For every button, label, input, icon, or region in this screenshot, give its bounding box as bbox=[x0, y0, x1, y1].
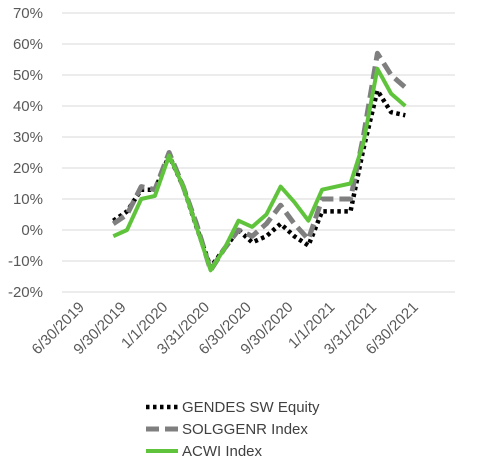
legend: GENDES SW Equity SOLGGENR Index ACWI Index bbox=[146, 399, 320, 460]
y-tick-label: 70% bbox=[13, 5, 43, 22]
legend-item: GENDES SW Equity bbox=[146, 399, 320, 416]
legend-label: ACWI Index bbox=[182, 443, 263, 460]
y-tick-label: 60% bbox=[13, 36, 43, 53]
legend-label: SOLGGENR Index bbox=[182, 421, 308, 438]
series-lines bbox=[111, 50, 407, 273]
y-axis-labels: -20% -10% 0% 10% 20% 30% 40% 50% 60% 70% bbox=[8, 5, 43, 301]
y-tick-label: 20% bbox=[13, 160, 43, 177]
y-tick-label: 50% bbox=[13, 67, 43, 84]
grid bbox=[62, 12, 455, 293]
y-tick-label: 40% bbox=[13, 98, 43, 115]
series-line-gendes-sw-equity bbox=[112, 88, 406, 270]
y-tick-label: 10% bbox=[13, 191, 43, 208]
y-tick-label: 30% bbox=[13, 129, 43, 146]
y-tick-label: 0% bbox=[21, 222, 43, 239]
y-tick-label: -20% bbox=[8, 284, 43, 301]
series-line-acwi-index bbox=[112, 66, 407, 273]
legend-item: ACWI Index bbox=[146, 443, 263, 460]
y-tick-label: -10% bbox=[8, 253, 43, 270]
legend-item: SOLGGENR Index bbox=[146, 421, 308, 438]
legend-label: GENDES SW Equity bbox=[182, 399, 320, 416]
x-axis-labels: 6/30/20199/30/20191/1/20203/31/20206/30/… bbox=[29, 299, 422, 358]
